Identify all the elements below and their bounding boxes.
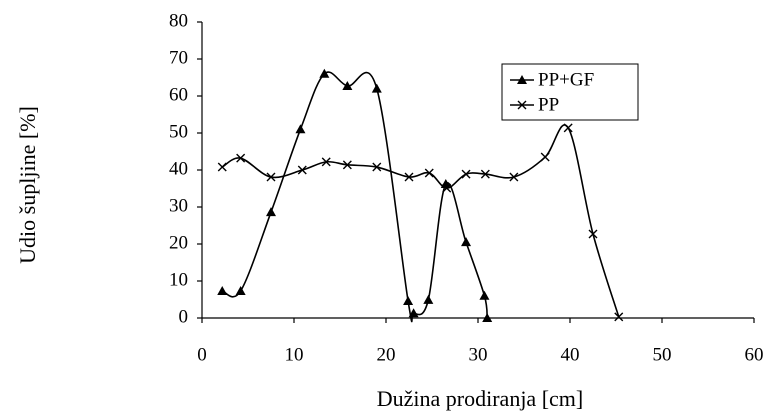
series-line [221, 124, 620, 318]
x-tick-label: 50 [653, 344, 672, 365]
y-tick-label: 0 [179, 306, 189, 327]
point [403, 295, 414, 305]
y-tick-label: 60 [169, 84, 188, 105]
point [235, 285, 246, 295]
point [266, 207, 276, 217]
point [295, 124, 306, 134]
x-tick-label: 40 [561, 344, 580, 365]
point [480, 169, 490, 179]
point [404, 172, 414, 182]
point [297, 165, 307, 175]
point [540, 152, 550, 162]
x-tick-label: 60 [745, 344, 764, 365]
y-tick-label: 50 [169, 121, 188, 142]
point [479, 290, 490, 300]
legend-box [501, 63, 639, 121]
point [482, 313, 493, 322]
point [509, 172, 519, 182]
legend-label: PP+GF [538, 69, 594, 90]
point [236, 153, 246, 163]
point [442, 183, 452, 193]
point [588, 229, 598, 239]
point [461, 237, 472, 247]
y-tick-label: 70 [169, 47, 188, 68]
point [563, 123, 573, 133]
point [461, 169, 471, 179]
y-axis-label: Udio šupljine [%] [15, 106, 40, 264]
point [423, 294, 434, 304]
point [517, 75, 527, 84]
x-tick-label: 20 [377, 344, 396, 365]
legend-label: PP [538, 94, 559, 115]
point [342, 160, 352, 170]
point [372, 162, 382, 172]
point [217, 285, 228, 295]
x-tick-label: 10 [285, 344, 304, 365]
point [614, 312, 624, 322]
point [321, 157, 331, 167]
point [319, 68, 330, 78]
point [342, 81, 353, 91]
y-tick-label: 40 [169, 158, 188, 179]
series-line [221, 71, 488, 323]
y-tick-label: 20 [169, 232, 188, 253]
y-tick-label: 80 [169, 10, 188, 31]
y-tick-label: 10 [169, 269, 188, 290]
x-tick-label: 0 [197, 344, 207, 365]
y-tick-label: 30 [169, 195, 188, 216]
point [217, 162, 227, 172]
point [266, 172, 276, 182]
point [424, 168, 434, 178]
point [371, 83, 382, 93]
point [408, 308, 419, 318]
x-tick-label: 30 [469, 344, 488, 365]
point [517, 100, 527, 110]
x-axis-label: Dužina prodiranja [cm] [377, 386, 583, 411]
